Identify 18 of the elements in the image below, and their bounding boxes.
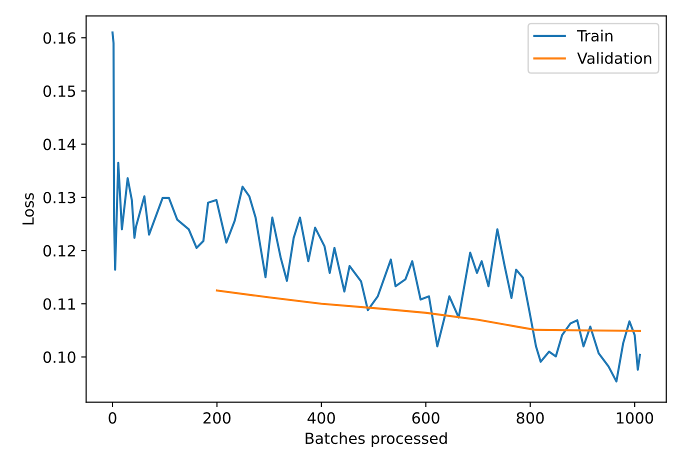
y-tick-label: 0.12: [43, 245, 75, 257]
x-tick-label: 600: [412, 412, 440, 424]
x-tick-label: 200: [203, 412, 231, 424]
legend-label: Train: [577, 30, 612, 42]
x-axis-title: Batches processed: [306, 432, 447, 448]
x-tick-label: 800: [516, 412, 544, 424]
x-tick-label: 1000: [616, 412, 654, 424]
x-tick-label: 0: [108, 412, 116, 424]
y-tick-label: 0.13: [43, 192, 76, 204]
y-tick-label: 0.14: [43, 138, 76, 150]
y-tick-label: 0.10: [43, 351, 76, 363]
y-axis-title: Loss: [22, 193, 34, 224]
y-tick-label: 0.15: [43, 85, 76, 97]
x-tick-label: 400: [308, 412, 335, 424]
y-tick-label: 0.11: [43, 298, 76, 310]
line-series: [216, 289, 641, 332]
y-tick-label: 0.16: [43, 32, 76, 44]
legend-label: Validation: [577, 52, 652, 64]
